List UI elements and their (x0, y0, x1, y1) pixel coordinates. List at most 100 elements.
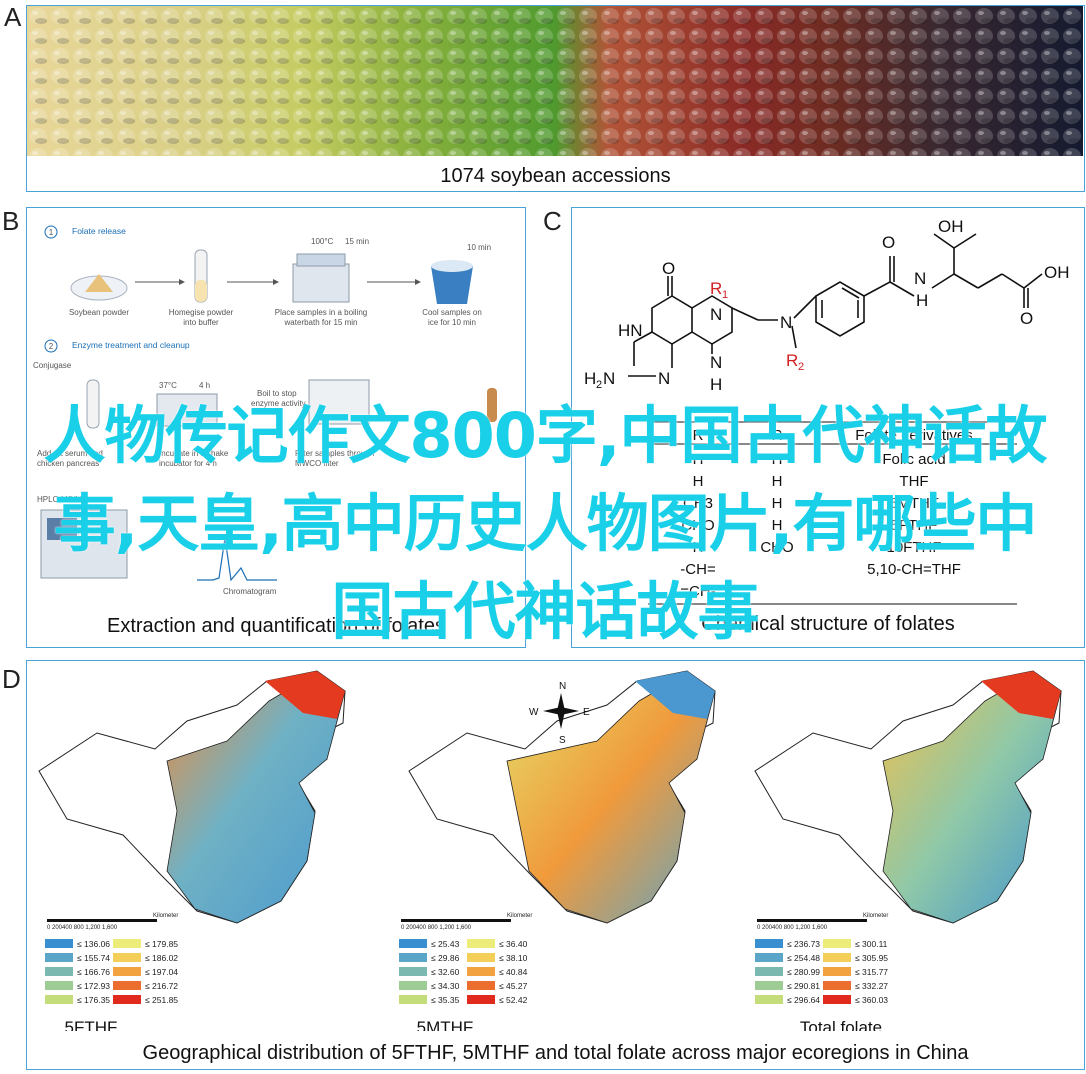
legend-label: ≤ 32.60 (431, 967, 460, 977)
legend-label: ≤ 179.85 (145, 939, 178, 949)
legend-label: ≤ 38.10 (499, 953, 528, 963)
time-label-3: 4 h (199, 381, 210, 390)
step-1-item-2-label-1: Homegise powder (169, 308, 234, 317)
table-cell: H (772, 517, 783, 534)
panel-b: 1 Folate release Soybean powder Homegise… (26, 207, 526, 648)
table-header-r1: R (693, 427, 704, 444)
legend-swatch (113, 981, 141, 990)
legend-label: ≤ 166.76 (77, 967, 110, 977)
scale-unit: Kilometer (507, 913, 532, 919)
soybean-photo (27, 6, 1083, 156)
table-cell: =CH- (680, 583, 715, 600)
compass-icon: N S E W (529, 681, 590, 746)
scale-ticks: 0 200400 800 1,200 1,600 (757, 925, 828, 931)
map-title: Total folate (800, 1018, 882, 1031)
legend-label: ≤ 34.30 (431, 981, 460, 991)
legend-swatch (467, 939, 495, 948)
legend-swatch (823, 953, 851, 962)
folate-extraction-workflow: 1 Folate release Soybean powder Homegise… (33, 225, 497, 596)
step-1-title: Folate release (72, 226, 126, 236)
temp-label-1: 100°C (311, 237, 334, 246)
atom-n-top: N (710, 305, 722, 324)
table-cell: H (772, 495, 783, 512)
legend-label: ≤ 186.02 (145, 953, 178, 963)
step-1-item-4-label-1: Cool samples on (422, 308, 482, 317)
panel-a-caption: 1074 soybean accessions (440, 165, 671, 187)
atom-hn: HN (618, 321, 643, 340)
legend-swatch (399, 995, 427, 1004)
legend-label: ≤ 52.42 (499, 995, 528, 1005)
table-cell: -CH= (680, 561, 716, 578)
table-cell: H (772, 451, 783, 468)
legend-label: ≤ 280.99 (787, 967, 820, 977)
step-1-badge (44, 225, 58, 239)
legend-label: ≤ 25.43 (431, 939, 460, 949)
legend-label: ≤ 360.03 (855, 995, 888, 1005)
step-2-label-5: Filter samples through (295, 449, 374, 458)
scale-ticks: 0 200400 800 1,200 1,600 (401, 925, 472, 931)
atom-h2n: H (584, 369, 596, 388)
table-cell: H (772, 473, 783, 490)
legend-label: ≤ 45.27 (499, 981, 528, 991)
time-label-2: 10 min (467, 243, 491, 252)
compass-w: W (529, 707, 539, 718)
atom-o-right: O (1020, 309, 1033, 328)
time-label-1: 15 min (345, 237, 369, 246)
atom-r1: R (710, 279, 722, 298)
legend-swatch (45, 953, 73, 962)
atom-oh-right: OH (1044, 263, 1070, 282)
step-1-item-3-label-2: waterbath for 15 min (284, 318, 358, 327)
table-cell: H (693, 451, 704, 468)
legend-swatch (823, 981, 851, 990)
legend-swatch (45, 967, 73, 976)
atom-o-amide: O (882, 233, 895, 252)
map-5fthf (38, 670, 346, 924)
legend-swatch (755, 967, 783, 976)
step-2-label-1: Add rat serum and (37, 449, 103, 458)
tube-icon-2 (86, 379, 100, 429)
step-1-item-1-label: Soybean powder (69, 308, 129, 317)
folate-structure: OH O O OH O O HN N R 1 N R 2 N H H 2 N N… (584, 217, 1070, 605)
compass-n: N (559, 681, 566, 692)
legend-label: ≤ 251.85 (145, 995, 178, 1005)
table-cell: H (693, 539, 704, 556)
atom-n-amide: N (914, 269, 926, 288)
step-2-label-3: Incubate in a shake (159, 449, 229, 458)
legend-label: ≤ 176.35 (77, 995, 110, 1005)
panel-b-caption: Extraction and quantification of folates (107, 615, 445, 637)
table-cell: Folic acid (882, 451, 945, 468)
boil-label-2: enzyme activity (251, 399, 306, 408)
step-1-item-2-label-2: into buffer (183, 318, 219, 327)
legend-label: ≤ 35.35 (431, 995, 460, 1005)
chromatogram-label: Chromatogram (223, 587, 277, 596)
conjugase-label: Conjugase (33, 361, 72, 370)
map-title: 5MTHF (417, 1018, 474, 1031)
legend-swatch (823, 939, 851, 948)
legend-label: ≤ 29.86 (431, 953, 460, 963)
table-cell: CHO (681, 517, 714, 534)
step-2-number: 2 (49, 342, 54, 351)
legend-swatch (823, 995, 851, 1004)
legend-swatch (399, 981, 427, 990)
map-legends: 0 200400 800 1,200 1,600 Kilometer ≤ 136.0… (45, 913, 888, 1037)
table-cell: H (693, 473, 704, 490)
step-2-label-2: chicken pancreas (37, 459, 99, 468)
table-cell: 5FTHF (891, 517, 938, 534)
waterbath-icon (292, 263, 350, 303)
centrifuge-icon (308, 379, 370, 425)
map-5mthf (408, 670, 716, 924)
scale-bar (47, 919, 157, 922)
shaker-icon (156, 393, 218, 427)
step-1-number: 1 (49, 228, 54, 237)
legend-label: ≤ 36.40 (499, 939, 528, 949)
legend-swatch (755, 953, 783, 962)
step-1-item-3-label-1: Place samples in a boiling (275, 308, 368, 317)
map-title: 5FTHF (65, 1018, 118, 1031)
legend-label: ≤ 155.74 (77, 953, 110, 963)
compass-e: E (583, 707, 590, 718)
scale-bar (401, 919, 511, 922)
legend-swatch (467, 967, 495, 976)
atom-r1-sub: 1 (722, 289, 728, 301)
temp-label-2: 37°C (159, 381, 177, 390)
panel-letter-d: D (2, 664, 21, 694)
